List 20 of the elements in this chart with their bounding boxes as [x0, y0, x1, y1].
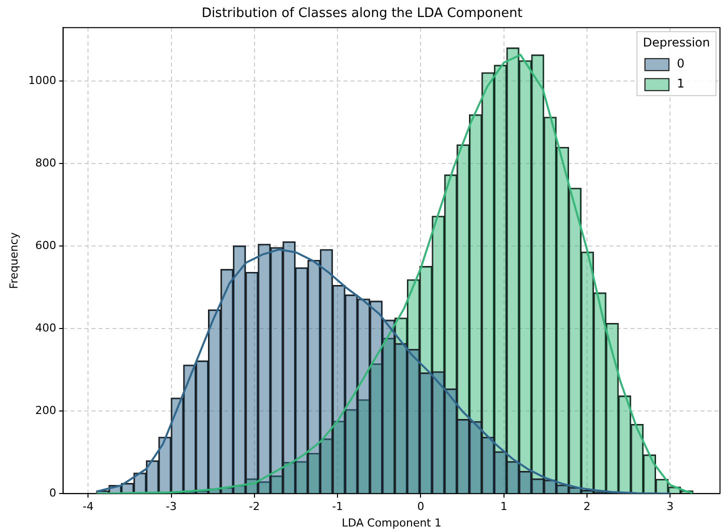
y-tick-label: 800 [35, 156, 56, 170]
y-axis-title: Frequency [7, 232, 20, 290]
x-tick-label: -1 [332, 500, 344, 514]
legend-title: Depression [642, 36, 710, 50]
x-tick-label: 2 [583, 500, 590, 514]
y-tick-label: 400 [35, 322, 56, 335]
y-tick-label: 600 [35, 239, 56, 252]
x-tick-label: -2 [248, 500, 260, 514]
y-tick-label: 0 [49, 486, 56, 500]
chart-title: Distribution of Classes along the LDA Component [202, 6, 522, 22]
x-tick-label: 0 [417, 500, 424, 514]
x-tick-label: -4 [82, 500, 94, 514]
legend-label: 0 [676, 56, 685, 71]
legend-label: 1 [676, 76, 685, 91]
x-tick-label: 1 [500, 500, 508, 514]
y-tick-label: 200 [35, 404, 56, 417]
x-axis-title: LDA Component 1 [342, 516, 442, 530]
x-tick-label: -3 [166, 500, 177, 514]
x-tick-label: 3 [666, 500, 674, 514]
y-tick-label: 1000 [28, 74, 56, 88]
